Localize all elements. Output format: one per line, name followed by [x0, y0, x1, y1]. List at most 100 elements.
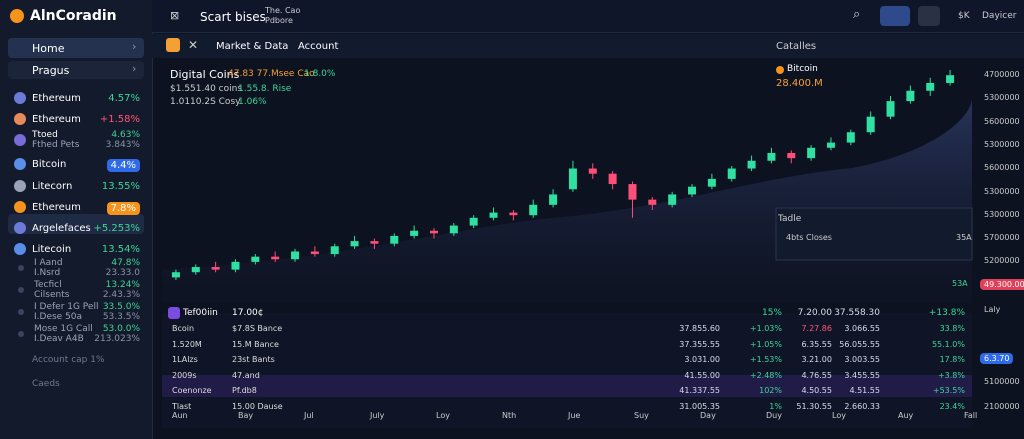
candle-body: [489, 212, 498, 218]
panel-text: 4bts Closes: [786, 233, 832, 242]
asset-name[interactable]: Ethereum: [32, 202, 81, 213]
asset-name[interactable]: Litecorn: [32, 181, 73, 192]
x-label: Bay: [238, 411, 254, 420]
candle-body: [866, 116, 875, 133]
asset-name[interactable]: Tecficl: [34, 280, 62, 290]
asset-icon: [14, 180, 26, 192]
table-cell: Coenonze: [172, 386, 212, 395]
candle-body: [410, 230, 419, 236]
price-label: Laly: [984, 305, 1001, 314]
table-cell: +2.48%: [749, 370, 782, 380]
x-label: Jue: [568, 411, 581, 420]
chart-svg: [162, 70, 973, 428]
asset-name[interactable]: Mose 1G Call: [34, 324, 93, 334]
asset-change: 53.0.0%: [102, 324, 140, 334]
table-cell: 51.30.55: [796, 401, 832, 411]
table-cell: 55.1.0%: [931, 339, 965, 349]
candle-body: [588, 168, 597, 174]
table-cell: 15.M Bance: [232, 339, 279, 349]
candle-body: [747, 160, 756, 169]
tab-close[interactable]: ✕: [188, 38, 199, 52]
asset-icon: [18, 265, 24, 271]
table-cell: Bcoin: [172, 324, 195, 333]
trend-area: [162, 98, 972, 303]
nav-arrow: ›: [132, 40, 137, 53]
table-cell: 23.4%: [939, 401, 965, 411]
asset-icon: [14, 158, 26, 170]
asset-change: +5.253%: [93, 223, 140, 234]
row-icon: [168, 307, 180, 319]
asset-change: 13.24%: [105, 280, 140, 290]
candle-body: [688, 186, 697, 195]
table-cell: 3.066.55: [844, 324, 880, 333]
sidebar-footer: Caeds: [32, 379, 60, 389]
candle-body: [549, 194, 558, 205]
tab[interactable]: Market & Data: [216, 41, 289, 52]
asset-sub: Cilsents: [34, 290, 70, 300]
table-cell: 3.003.55: [844, 355, 880, 364]
alert-button[interactable]: [918, 6, 940, 26]
nav-item[interactable]: Home: [32, 42, 65, 55]
candle-body: [271, 256, 280, 260]
x-label: Day: [700, 411, 716, 420]
asset-icon: [18, 331, 24, 337]
table-head: 15%: [761, 308, 782, 318]
row-highlight: [162, 375, 972, 397]
candle-body: [886, 101, 895, 117]
nav-arrow: ›: [132, 62, 137, 75]
price-label: 5300000: [984, 209, 1020, 219]
price-label: 5600000: [984, 116, 1020, 126]
table-cell: 31.005.35: [679, 401, 720, 411]
asset-name[interactable]: I Aand: [34, 258, 63, 268]
table-cell: 41.55.00: [684, 370, 720, 380]
x-label: Loy: [832, 411, 846, 420]
search-icon[interactable]: ⌕: [853, 7, 861, 22]
price-label: 5100000: [984, 377, 1020, 386]
asset-name[interactable]: Bitcoin: [32, 159, 67, 170]
x-label: Fall: [964, 411, 978, 420]
candle-body: [767, 152, 776, 161]
nav-bg: [8, 61, 144, 79]
tab[interactable]: Account: [298, 41, 339, 52]
table-cell: +3.8%: [937, 370, 965, 380]
tabbar: [152, 34, 1024, 58]
table-cell: 23st Bants: [232, 355, 275, 364]
table-cell: +53.5%: [932, 386, 965, 395]
nav-active-bg: [8, 38, 144, 58]
asset-name[interactable]: Litecoin: [32, 244, 72, 255]
table-bg: [162, 313, 972, 428]
table-cell: +1.53%: [749, 355, 782, 364]
asset-name[interactable]: Ethereum: [32, 114, 81, 125]
table-head: 7.20.00: [797, 308, 832, 318]
asset-name[interactable]: Ttoed: [32, 130, 58, 140]
asset-sub: I.Nsrd: [34, 268, 61, 278]
asset-name[interactable]: Ethereum: [32, 93, 81, 104]
table-cell: 7.27.86: [801, 324, 832, 333]
asset-change: 47.8%: [111, 258, 140, 268]
asset-sub-change: 23.33.0: [105, 268, 140, 278]
top-sub: The. Cao: [265, 6, 301, 15]
asset-active-bg: [8, 214, 144, 234]
table-cell: 4.50.55: [801, 386, 832, 395]
brand: AlnCoradin: [30, 8, 117, 24]
x-label: Duy: [766, 411, 782, 420]
candle-body: [370, 241, 379, 244]
asset-change: 33.5.0%: [102, 302, 140, 312]
top-sub: Pdbore: [265, 16, 293, 25]
x-label: Nth: [502, 411, 517, 420]
price-label: 4700000: [984, 70, 1020, 79]
nav-item[interactable]: Pragus: [32, 64, 70, 77]
candle-body: [668, 194, 677, 205]
stat-change: 1.06%: [238, 97, 267, 107]
asset-icon: [776, 66, 784, 74]
table-cell: 4.51.55: [849, 386, 880, 395]
candle-body: [509, 212, 518, 216]
profile-button[interactable]: [880, 6, 910, 26]
asset-name[interactable]: Argelefaces: [32, 223, 91, 234]
candle-body: [191, 267, 200, 273]
asset-name[interactable]: I Defer 1G Pell: [34, 302, 99, 312]
chart-title: Digital Coins: [170, 68, 240, 81]
candle-body: [231, 261, 240, 270]
price-label: 5300000: [984, 186, 1020, 196]
candle-body: [211, 267, 220, 270]
